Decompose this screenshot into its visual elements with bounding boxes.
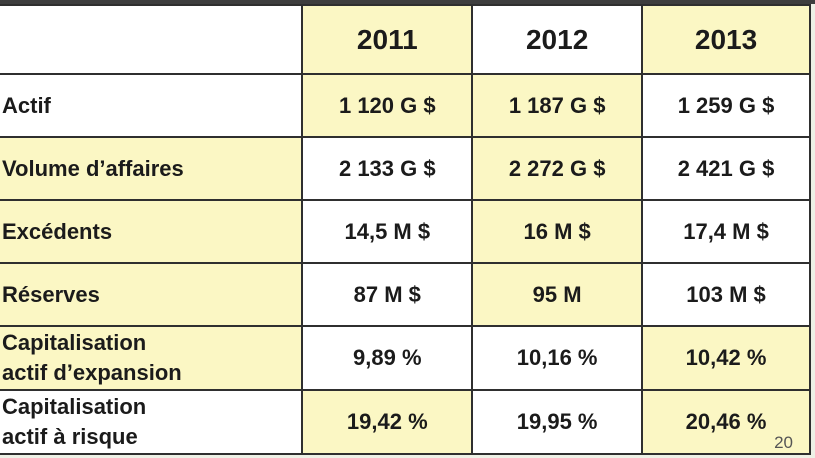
table-row-capitalisation-risque: Capitalisation actif à risque 19,42 % 19,… (0, 389, 811, 455)
row-label: Volume d’affaires (0, 136, 304, 201)
cell-2012: 95 M (471, 262, 644, 327)
cell-2011: 2 133 G $ (301, 136, 474, 201)
year-header-2012: 2012 (471, 4, 644, 75)
row-label-line-1: Capitalisation (2, 394, 147, 419)
table-row-capitalisation-expansion: Capitalisation actif d’expansion 9,89 % 1… (0, 325, 811, 391)
top-border (0, 0, 815, 4)
financial-summary-table: 2011 2012 2013 Actif 1 120 G $ 1 187 G $… (0, 4, 811, 455)
row-label: Excédents (0, 199, 304, 264)
cell-2011: 1 120 G $ (301, 73, 474, 138)
table-row-excedents: Excédents 14,5 M $ 16 M $ 17,4 M $ (0, 199, 811, 264)
header-row: 2011 2012 2013 (0, 4, 811, 75)
cell-2013: 17,4 M $ (641, 199, 811, 264)
row-label-line-1: Capitalisation (2, 330, 147, 355)
row-label-line-2: actif d’expansion (2, 360, 182, 385)
cell-2011: 14,5 M $ (301, 199, 474, 264)
header-empty-cell (0, 4, 304, 75)
cell-2012: 19,95 % (471, 389, 644, 455)
row-label-line-2: actif à risque (2, 424, 138, 449)
cell-2011: 9,89 % (301, 325, 474, 391)
cell-2012: 10,16 % (471, 325, 644, 391)
cell-2012: 2 272 G $ (471, 136, 644, 201)
row-label: Actif (0, 73, 304, 138)
year-header-2011: 2011 (301, 4, 474, 75)
cell-2011: 87 M $ (301, 262, 474, 327)
row-label: Réserves (0, 262, 304, 327)
table-row-actif: Actif 1 120 G $ 1 187 G $ 1 259 G $ (0, 73, 811, 138)
row-label: Capitalisation actif d’expansion (0, 325, 304, 391)
cell-2013: 103 M $ (641, 262, 811, 327)
cell-2013: 20,46 % (641, 389, 811, 455)
cell-2011: 19,42 % (301, 389, 474, 455)
cell-2013: 1 259 G $ (641, 73, 811, 138)
cell-2013: 2 421 G $ (641, 136, 811, 201)
cell-2012: 1 187 G $ (471, 73, 644, 138)
row-label: Capitalisation actif à risque (0, 389, 304, 455)
table-row-reserves: Réserves 87 M $ 95 M 103 M $ (0, 262, 811, 327)
cell-2013: 10,42 % (641, 325, 811, 391)
cell-2012: 16 M $ (471, 199, 644, 264)
table-row-volume: Volume d’affaires 2 133 G $ 2 272 G $ 2 … (0, 136, 811, 201)
year-header-2013: 2013 (641, 4, 811, 75)
slide-number: 20 (774, 433, 793, 452)
